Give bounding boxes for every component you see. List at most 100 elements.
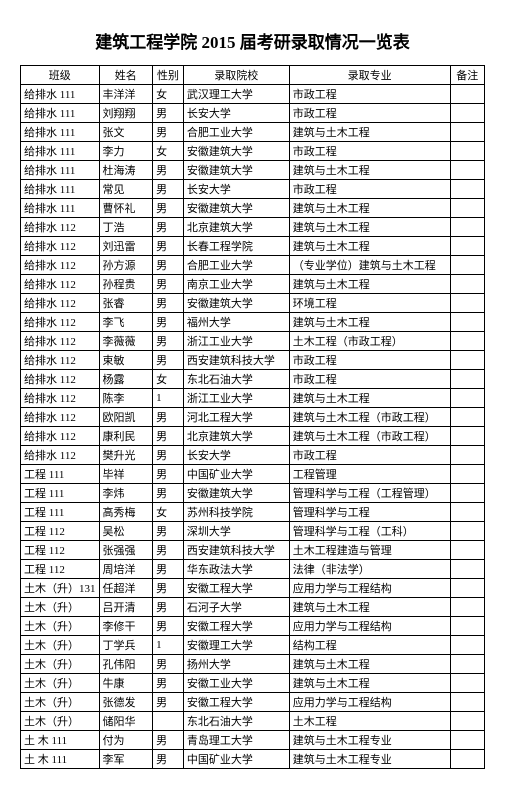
cell-name: 李修干 — [99, 617, 153, 636]
cell-name: 付为 — [99, 731, 153, 750]
cell-name: 康利民 — [99, 427, 153, 446]
cell-name: 李力 — [99, 142, 153, 161]
cell-class: 土木（升） — [21, 712, 100, 731]
cell-class: 给排水 112 — [21, 389, 100, 408]
cell-major: 市政工程 — [289, 370, 450, 389]
table-row: 给排水 112樊升光男长安大学市政工程 — [21, 446, 485, 465]
cell-class: 土木（升） — [21, 674, 100, 693]
cell-gender — [153, 712, 184, 731]
cell-name: 张强强 — [99, 541, 153, 560]
cell-class: 给排水 111 — [21, 142, 100, 161]
cell-gender: 男 — [153, 579, 184, 598]
cell-name: 李薇薇 — [99, 332, 153, 351]
cell-school: 长安大学 — [183, 180, 289, 199]
cell-gender: 1 — [153, 389, 184, 408]
cell-note — [450, 142, 484, 161]
cell-class: 工程 111 — [21, 503, 100, 522]
cell-class: 给排水 112 — [21, 446, 100, 465]
cell-note — [450, 85, 484, 104]
cell-name: 吴松 — [99, 522, 153, 541]
col-name: 姓名 — [99, 66, 153, 85]
cell-school: 长安大学 — [183, 104, 289, 123]
cell-gender: 女 — [153, 142, 184, 161]
table-row: 土木（升）张德发男安徽工程大学应用力学与工程结构 — [21, 693, 485, 712]
table-row: 土木（升）孔伟阳男扬州大学建筑与土木工程 — [21, 655, 485, 674]
cell-gender: 男 — [153, 655, 184, 674]
table-row: 工程 111高秀梅女苏州科技学院管理科学与工程 — [21, 503, 485, 522]
cell-class: 土木（升） — [21, 655, 100, 674]
cell-school: 福州大学 — [183, 313, 289, 332]
cell-major: 建筑与土木工程 — [289, 161, 450, 180]
cell-class: 给排水 111 — [21, 123, 100, 142]
table-row: 给排水 112陈李1浙江工业大学建筑与土木工程 — [21, 389, 485, 408]
cell-note — [450, 693, 484, 712]
page-title: 建筑工程学院 2015 届考研录取情况一览表 — [20, 28, 485, 53]
cell-gender: 男 — [153, 123, 184, 142]
cell-note — [450, 294, 484, 313]
cell-name: 李炜 — [99, 484, 153, 503]
cell-school: 北京建筑大学 — [183, 427, 289, 446]
cell-gender: 男 — [153, 522, 184, 541]
cell-gender: 男 — [153, 750, 184, 769]
cell-class: 工程 112 — [21, 541, 100, 560]
header-row: 班级 姓名 性别 录取院校 录取专业 备注 — [21, 66, 485, 85]
cell-school: 安徽建筑大学 — [183, 294, 289, 313]
cell-class: 土 木 111 — [21, 731, 100, 750]
table-row: 给排水 112杨露女东北石油大学市政工程 — [21, 370, 485, 389]
cell-class: 土木（升） — [21, 693, 100, 712]
cell-major: 管理科学与工程 — [289, 503, 450, 522]
cell-gender: 男 — [153, 598, 184, 617]
cell-note — [450, 750, 484, 769]
cell-name: 刘迅雷 — [99, 237, 153, 256]
cell-name: 张睿 — [99, 294, 153, 313]
cell-major: 结构工程 — [289, 636, 450, 655]
cell-major: 建筑与土木工程 — [289, 237, 450, 256]
cell-gender: 男 — [153, 484, 184, 503]
cell-school: 合肥工业大学 — [183, 123, 289, 142]
table-row: 工程 112吴松男深圳大学管理科学与工程（工科） — [21, 522, 485, 541]
cell-class: 给排水 111 — [21, 199, 100, 218]
table-row: 给排水 111常见男长安大学市政工程 — [21, 180, 485, 199]
table-row: 给排水 112孙程贵男南京工业大学建筑与土木工程 — [21, 275, 485, 294]
table-row: 给排水 112欧阳凯男河北工程大学建筑与土木工程（市政工程） — [21, 408, 485, 427]
cell-note — [450, 446, 484, 465]
cell-class: 给排水 112 — [21, 237, 100, 256]
cell-gender: 男 — [153, 560, 184, 579]
cell-class: 给排水 112 — [21, 408, 100, 427]
cell-school: 河北工程大学 — [183, 408, 289, 427]
cell-school: 安徽工程大学 — [183, 617, 289, 636]
cell-school: 东北石油大学 — [183, 370, 289, 389]
cell-name: 孙程贵 — [99, 275, 153, 294]
cell-gender: 男 — [153, 332, 184, 351]
cell-name: 曹怀礼 — [99, 199, 153, 218]
cell-school: 深圳大学 — [183, 522, 289, 541]
table-row: 土木（升）储阳华东北石油大学土木工程 — [21, 712, 485, 731]
cell-school: 安徽建筑大学 — [183, 484, 289, 503]
cell-note — [450, 655, 484, 674]
cell-school: 长安大学 — [183, 446, 289, 465]
cell-note — [450, 465, 484, 484]
cell-class: 给排水 112 — [21, 294, 100, 313]
cell-name: 牛康 — [99, 674, 153, 693]
table-row: 给排水 112张睿男安徽建筑大学环境工程 — [21, 294, 485, 313]
col-school: 录取院校 — [183, 66, 289, 85]
cell-major: 建筑与土木工程 — [289, 655, 450, 674]
cell-major: 市政工程 — [289, 351, 450, 370]
admission-table: 班级 姓名 性别 录取院校 录取专业 备注 给排水 111丰洋洋女武汉理工大学市… — [20, 65, 485, 769]
cell-major: 应用力学与工程结构 — [289, 617, 450, 636]
cell-school: 石河子大学 — [183, 598, 289, 617]
cell-major: （专业学位）建筑与土木工程 — [289, 256, 450, 275]
cell-major: 建筑与土木工程 — [289, 674, 450, 693]
cell-gender: 男 — [153, 199, 184, 218]
col-class: 班级 — [21, 66, 100, 85]
cell-name: 孔伟阳 — [99, 655, 153, 674]
cell-name: 孙方源 — [99, 256, 153, 275]
cell-note — [450, 617, 484, 636]
cell-school: 安徽建筑大学 — [183, 199, 289, 218]
cell-school: 华东政法大学 — [183, 560, 289, 579]
cell-major: 应用力学与工程结构 — [289, 579, 450, 598]
cell-school: 安徽建筑大学 — [183, 142, 289, 161]
table-row: 土木（升）牛康男安徽工业大学建筑与土木工程 — [21, 674, 485, 693]
cell-gender: 女 — [153, 503, 184, 522]
cell-note — [450, 503, 484, 522]
